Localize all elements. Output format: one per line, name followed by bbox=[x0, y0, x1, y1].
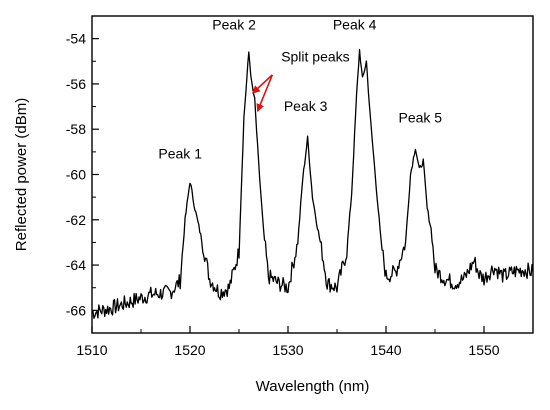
annotations: Peak 1 Peak 2 Split peaks Peak 3 Peak 4 Peak … bbox=[158, 17, 442, 162]
y-axis-title: Reflected power (dBm) bbox=[13, 98, 30, 251]
y-tick-label: -60 bbox=[66, 167, 86, 183]
axes: 1510 1520 1530 1540 1550 -66 -64 -62 -60 -58 -56 -5… bbox=[66, 15, 534, 358]
split-peak-arrow bbox=[251, 74, 273, 94]
y-tick-label: -62 bbox=[66, 212, 86, 228]
x-axis-title: Wavelength (nm) bbox=[256, 378, 370, 395]
annotation-peak-4: Peak 4 bbox=[333, 17, 377, 33]
spectrum-line bbox=[91, 48, 534, 319]
split-peak-arrow bbox=[256, 74, 274, 113]
annotation-peak-2: Peak 2 bbox=[212, 17, 256, 33]
x-tick-label: 1510 bbox=[76, 342, 107, 358]
annotation-peak-5: Peak 5 bbox=[399, 109, 443, 125]
plot-area bbox=[91, 48, 534, 319]
y-tick-label: -58 bbox=[66, 121, 86, 137]
annotation-split-peaks: Split peaks bbox=[281, 48, 349, 64]
y-tick-label: -56 bbox=[66, 76, 86, 92]
x-tick-label: 1530 bbox=[272, 342, 303, 358]
annotation-peak-3: Peak 3 bbox=[284, 98, 328, 114]
annotation-peak-1: Peak 1 bbox=[158, 146, 202, 162]
x-tick-label: 1520 bbox=[174, 342, 205, 358]
y-tick-label: -64 bbox=[66, 257, 86, 273]
x-tick-label: 1550 bbox=[468, 342, 499, 358]
y-tick-label: -66 bbox=[66, 302, 86, 318]
y-tick-label: -54 bbox=[66, 31, 86, 47]
x-tick-label: 1540 bbox=[370, 342, 401, 358]
